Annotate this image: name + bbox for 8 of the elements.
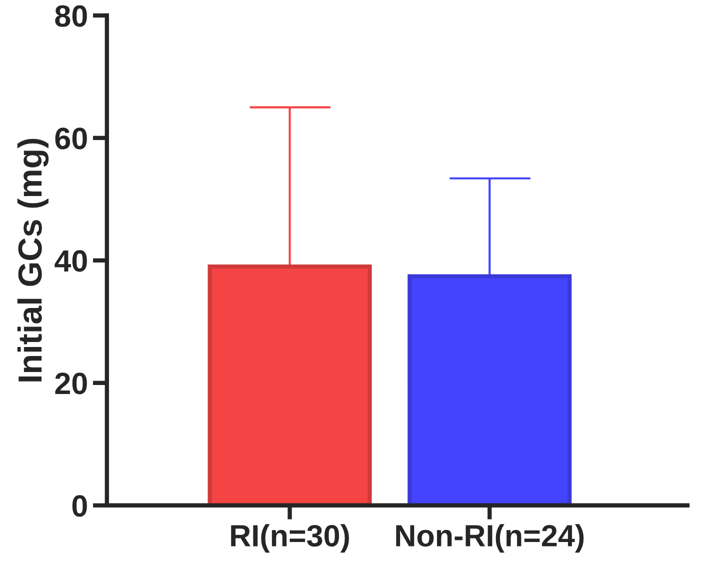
y-tick-label: 60 [55,128,87,150]
y-tick-label: 40 [54,250,87,272]
x-tick-label: Non-RI(n=24) [396,524,584,553]
y-tick-label: 0 [72,495,87,517]
y-axis-title: Initial GCs (mg) [17,138,49,382]
y-tick-label: 80 [55,5,87,27]
x-tick-label: RI(n=30) [231,524,349,553]
y-tick-label: 20 [55,372,87,394]
